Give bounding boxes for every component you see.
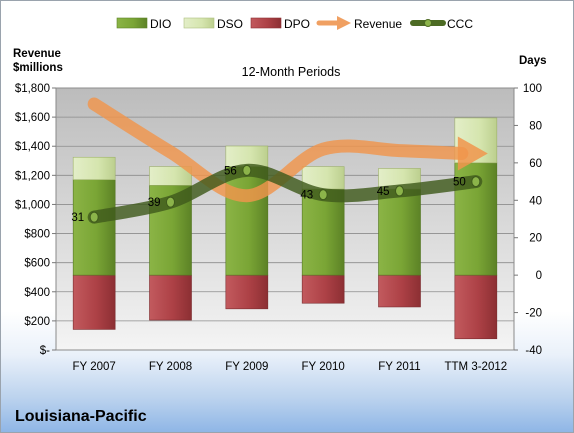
left-axis-tick-label: $600 [24,258,50,270]
ccc-point [318,189,328,201]
legend-swatch-dio [116,17,148,29]
left-axis-tick-label: $1,000 [15,199,50,211]
left-axis-title-line1: Revenue [13,48,61,60]
bar-dpo [225,274,269,310]
bar-dio [301,188,345,276]
ccc-data-label: 43 [300,190,313,202]
x-axis-tick-label: FY 2011 [378,361,420,373]
left-axis-tick-label: $1,200 [15,170,50,182]
bar-dio [225,166,269,276]
legend-label-dio: DIO [150,17,171,31]
bar-dpo [149,274,192,321]
ccc-data-label: 50 [453,177,466,189]
x-axis-tick-label: FY 2008 [149,361,192,373]
right-axis-tick-label: 0 [536,270,542,282]
right-axis-tick-label: 40 [529,195,542,207]
x-axis-tick-label: FY 2009 [225,361,268,373]
ccc-data-label: 39 [148,197,161,209]
ccc-point [166,196,175,208]
axes: $- $200 $400 $600 $800 $1,000 $1,200 $1,400 $1,6… [15,83,542,373]
left-axis-tick-label: $- [40,345,50,357]
chart-legend: DIO DSO DPO Revenue CCC [116,16,473,31]
bar-dpo [301,274,345,304]
ccc-point [395,185,404,197]
legend-line-icon [410,19,446,27]
bar-dpo [454,274,498,340]
ccc-data-label: 45 [377,186,390,198]
bar-dpo [378,274,421,308]
ccc-point [471,176,481,188]
x-axis-tick-label: TTM 3-2012 [445,361,508,373]
bar-dio [72,179,116,276]
revenue-arrowhead [457,136,488,171]
ccc-data-label: 56 [224,165,237,177]
x-axis-tick-label: FY 2007 [73,361,116,373]
ccc-data-label: 31 [71,212,84,224]
left-axis-title-line2: $millions [13,62,63,74]
bar-dio [378,188,421,276]
bar-dso [225,145,269,167]
right-axis-title: Days [519,55,547,67]
revenue-arrow [87,97,488,203]
chart-title: 12-Month Periods [242,65,341,79]
left-axis-tick-label: $200 [24,316,50,328]
right-axis-tick-label: -40 [525,345,542,357]
right-axis-tick-label: 100 [523,83,542,95]
right-axis-tick-label: 60 [529,158,542,170]
bar-dso [72,156,116,181]
legend-swatch-dpo [250,17,282,29]
left-axis-tick-label: $1,400 [15,141,50,153]
ccc-line: 31 39 56 43 45 50 [71,163,483,224]
ccc-point [89,211,99,223]
right-axis-tick-label: -20 [525,308,542,320]
bar-dpo [72,274,116,330]
right-axis-tick-label: 80 [529,120,542,132]
ccc-point [242,164,252,176]
bar-series [72,117,498,340]
revenue-line [87,97,469,203]
left-axis-tick-label: $400 [24,287,50,299]
legend-swatch-dso [183,17,215,29]
left-axis-tick-label: $800 [24,229,50,241]
legend-label-revenue: Revenue [354,17,402,31]
x-axis-tick-label: FY 2010 [302,361,345,373]
left-axis-tick-label: $1,800 [15,83,50,95]
legend-label-dso: DSO [217,17,243,31]
bar-dso [149,166,192,186]
legend-arrow-icon [316,16,351,30]
legend-label-ccc: CCC [447,17,473,31]
company-name: Louisiana-Pacific [15,408,147,425]
left-axis-tick-label: $1,600 [15,112,50,124]
legend-label-dpo: DPO [284,17,310,31]
right-axis-tick-label: 20 [529,233,542,245]
